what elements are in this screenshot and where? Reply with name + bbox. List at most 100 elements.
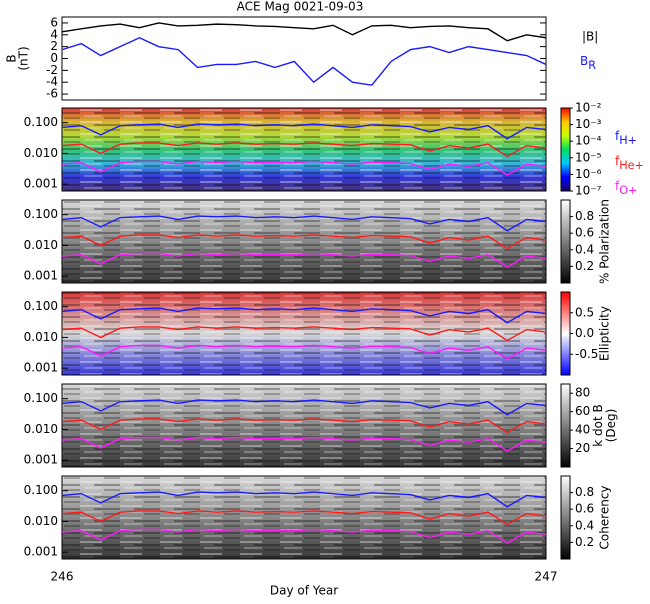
plot-frame — [61, 291, 547, 376]
y-tick-label: -6 — [46, 87, 58, 101]
y-tick-label: 0.010 — [24, 238, 58, 252]
colorbar-tick-label: 0.4 — [575, 518, 594, 532]
legend-label-main: f — [615, 129, 620, 143]
data-line — [61, 215, 547, 232]
legend-label: fH+ — [615, 129, 637, 148]
legend-label-sub: R — [588, 59, 596, 72]
data-line — [61, 307, 547, 324]
spectrogram-texture — [62, 108, 546, 191]
data-line — [61, 326, 547, 342]
y-tick-label: 0.001 — [24, 545, 58, 559]
y-tick-label: 0.010 — [24, 330, 58, 344]
plot-frame — [61, 199, 547, 284]
colorbar-tick-label: 10⁻³ — [575, 117, 602, 131]
colorbar-tick-label: 20 — [575, 441, 590, 455]
legend-label: |B| — [582, 30, 598, 44]
colorbar-label: k dot B — [591, 404, 605, 446]
colorbar-tick-label: 0.6 — [575, 226, 594, 240]
y-tick-label: 6 — [50, 15, 58, 29]
colorbar-tick-label: 40 — [575, 423, 590, 437]
colorbar-label: Coherency — [598, 485, 612, 549]
data-line — [61, 418, 547, 434]
colorbar — [560, 107, 571, 192]
y-tick-label: 0.001 — [24, 177, 58, 191]
colorbar-tick-label: -0.5 — [575, 347, 598, 361]
colorbar-tick-label: 0.5 — [575, 305, 594, 319]
x-tick-label: 247 — [535, 570, 558, 584]
y-tick-label: 0.100 — [24, 391, 58, 405]
colorbar-tick-label: 0.2 — [575, 259, 594, 273]
data-line — [61, 528, 547, 544]
chart-title: ACE Mag 0021-09-03 — [237, 0, 364, 14]
colorbar-tick-label: 10⁻⁵ — [575, 150, 602, 164]
colorbar — [560, 475, 571, 560]
legend-label: fHe+ — [615, 154, 644, 173]
y-axis-label: B — [5, 54, 19, 62]
y-tick-label: 0.100 — [24, 299, 58, 313]
y-tick-label: 0.100 — [24, 483, 58, 497]
data-line — [61, 252, 547, 268]
y-tick-label: -4 — [46, 75, 58, 89]
data-line — [61, 36, 547, 86]
y-tick-label: 2 — [50, 39, 58, 53]
plot-frame — [61, 107, 547, 192]
y-tick-label: 0 — [50, 51, 58, 65]
colorbar-tick-label: 10⁻⁶ — [575, 167, 602, 181]
colorbar-tick-label: 80 — [575, 386, 590, 400]
spectrogram-texture — [62, 476, 546, 559]
data-line — [61, 22, 547, 42]
y-tick-label: 0.001 — [24, 453, 58, 467]
colorbar-label: % Polarization — [598, 199, 612, 284]
data-line — [61, 160, 547, 176]
data-line — [61, 436, 547, 452]
y-tick-label: -2 — [46, 63, 58, 77]
plot-frame — [61, 475, 547, 560]
colorbar-tick-label: 0.6 — [575, 502, 594, 516]
y-axis-label: (nT) — [17, 46, 31, 70]
y-tick-label: 0.001 — [24, 269, 58, 283]
colorbar — [560, 199, 571, 284]
legend-label: fO+ — [615, 179, 637, 198]
y-tick-label: 4 — [50, 27, 58, 41]
colorbar-tick-label: 0.8 — [575, 485, 594, 499]
data-line — [61, 234, 547, 250]
spectrogram-texture — [62, 384, 546, 467]
colorbar-tick-label: 60 — [575, 404, 590, 418]
y-tick-label: 0.010 — [24, 514, 58, 528]
legend-label-main: B — [580, 54, 588, 68]
data-line — [61, 510, 547, 526]
colorbar — [560, 383, 571, 468]
colorbar-tick-label: 10⁻² — [575, 101, 602, 115]
colorbar-tick-label: 10⁻⁴ — [575, 134, 602, 148]
y-tick-label: 0.100 — [24, 207, 58, 221]
legend-label-main: f — [615, 154, 620, 168]
y-tick-label: 0.001 — [24, 361, 58, 375]
plot-frame — [61, 16, 547, 101]
colorbar — [560, 291, 571, 376]
legend-label-sub: O+ — [619, 184, 637, 197]
x-axis-label: Day of Year — [270, 584, 338, 598]
data-line — [61, 399, 547, 416]
plot-frame — [61, 383, 547, 468]
colorbar-tick-label: 10⁻⁷ — [575, 184, 602, 198]
legend-label: BR — [580, 54, 596, 73]
legend-label-sub: He+ — [619, 159, 644, 172]
data-line — [61, 142, 547, 158]
colorbar-tick-label: 0.0 — [575, 326, 594, 340]
x-tick-label: 246 — [51, 570, 74, 584]
data-line — [61, 491, 547, 508]
y-tick-label: 0.010 — [24, 146, 58, 160]
legend-label-sub: H+ — [619, 134, 637, 147]
y-tick-label: 0.010 — [24, 422, 58, 436]
y-tick-label: 0.100 — [24, 115, 58, 129]
legend-label-main: f — [615, 179, 620, 193]
colorbar-tick-label: 0.4 — [575, 242, 594, 256]
colorbar-tick-label: 0.8 — [575, 209, 594, 223]
spectrogram-texture — [62, 292, 546, 375]
data-line — [61, 344, 547, 360]
colorbar-label: (Deg) — [604, 409, 618, 443]
spectrogram-texture — [62, 200, 546, 283]
colorbar-tick-label: 0.2 — [575, 535, 594, 549]
data-line — [61, 123, 547, 140]
